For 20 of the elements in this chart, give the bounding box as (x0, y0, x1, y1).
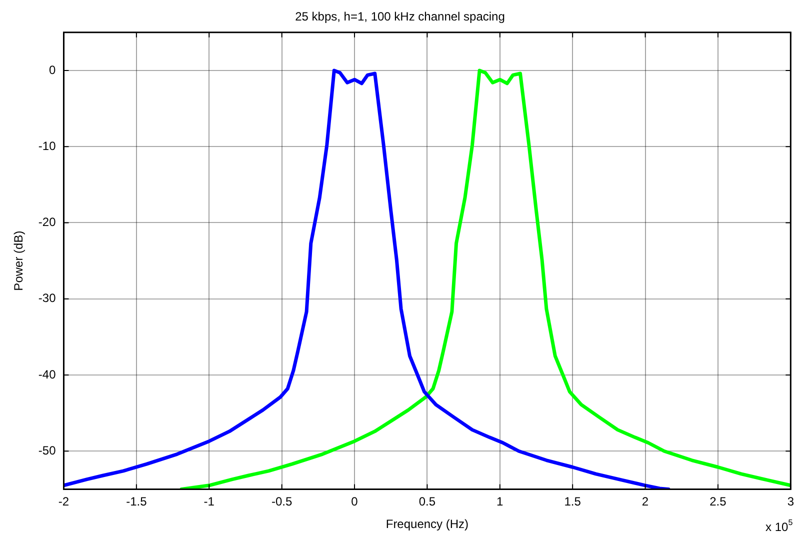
x-tick-label: -1.5 (126, 494, 148, 509)
x-tick-label: -1 (204, 494, 215, 509)
x-tick-label: 1.5 (564, 494, 582, 509)
y-tick-label: -10 (38, 138, 56, 153)
x-tick-label: 0 (351, 494, 358, 509)
x-tick-label: 3 (787, 494, 794, 509)
x-tick-label: 1 (496, 494, 504, 509)
y-tick-label: 0 (49, 62, 56, 77)
chart-title: 25 kbps, h=1, 100 kHz channel spacing (295, 10, 505, 24)
x-tick-label: 2.5 (710, 494, 727, 509)
x-tick-label: 2 (642, 494, 649, 509)
y-axis-title: Power (dB) (12, 230, 26, 291)
x-tick-label: -0.5 (271, 494, 292, 509)
x-tick-label: -2 (58, 494, 70, 509)
x-tick-label: 0.5 (418, 494, 436, 509)
y-tick-label: -50 (38, 443, 56, 458)
y-tick-label: -20 (38, 215, 56, 230)
y-tick-label: -40 (38, 367, 56, 382)
x-axis-title: Frequency (Hz) (386, 517, 469, 532)
y-tick-label: -30 (38, 291, 56, 306)
